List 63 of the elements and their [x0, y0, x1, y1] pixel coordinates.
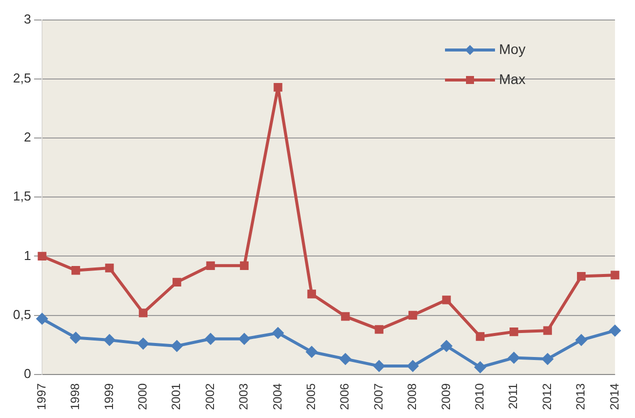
point	[408, 310, 418, 320]
x-tick-label: 2006	[338, 382, 352, 410]
point	[172, 278, 182, 287]
point	[508, 352, 520, 364]
y-tick-label: 0,5	[12, 306, 32, 322]
legend-label: Moy	[499, 40, 526, 57]
y-tick-label: 3	[24, 12, 32, 27]
x-tick-label: 1997	[34, 382, 48, 410]
point	[71, 266, 80, 275]
x-tick-label: 2012	[540, 382, 554, 410]
point	[576, 334, 587, 346]
point	[542, 353, 554, 364]
x-tick-label: 2007	[371, 382, 386, 410]
point	[374, 325, 384, 334]
x-tick-label: 2001	[169, 382, 184, 410]
legend-label: Max	[499, 70, 526, 87]
x-tick-label: 2010	[472, 382, 487, 410]
point	[206, 261, 215, 270]
point	[36, 313, 48, 324]
point	[341, 312, 350, 321]
x-tick-label: 2011	[506, 382, 520, 410]
x-tick-label: 2005	[304, 382, 318, 410]
point	[138, 338, 149, 350]
point	[307, 290, 316, 298]
x-tick-label: 2002	[202, 382, 217, 410]
y-tick-label: 2,5	[12, 70, 32, 86]
point	[38, 252, 46, 261]
point	[543, 326, 552, 335]
y-tick-label: 1	[24, 248, 32, 263]
point	[274, 82, 282, 92]
point	[104, 334, 115, 346]
x-tick-label: 2000	[135, 382, 150, 410]
point	[407, 360, 418, 372]
x-tick-label: 2004	[270, 382, 284, 410]
x-tick-label: 1998	[68, 382, 82, 410]
point	[576, 272, 586, 281]
x-tick-label: 2003	[236, 382, 251, 410]
point	[442, 296, 451, 304]
point	[240, 261, 249, 270]
point	[510, 327, 518, 336]
point	[238, 333, 250, 344]
point	[340, 353, 351, 364]
x-tick-label: 1999	[102, 382, 116, 410]
point	[138, 308, 148, 318]
point	[374, 360, 385, 372]
point	[610, 325, 620, 336]
point	[105, 264, 114, 272]
point	[440, 340, 452, 352]
y-tick-label: 1,5	[12, 188, 32, 204]
x-tick-label: 2009	[438, 382, 453, 410]
point	[70, 332, 82, 344]
y-tick-label: 2	[24, 130, 32, 145]
point	[610, 270, 620, 280]
point	[205, 333, 216, 344]
x-tick-label: 2013	[574, 382, 588, 410]
point	[306, 346, 318, 358]
x-tick-label: 2008	[405, 382, 420, 410]
point	[171, 340, 182, 352]
y-tick-label: 0	[24, 366, 32, 381]
point	[272, 327, 284, 338]
point	[476, 332, 485, 341]
point	[474, 362, 486, 373]
x-tick-label: 2014	[607, 382, 622, 410]
